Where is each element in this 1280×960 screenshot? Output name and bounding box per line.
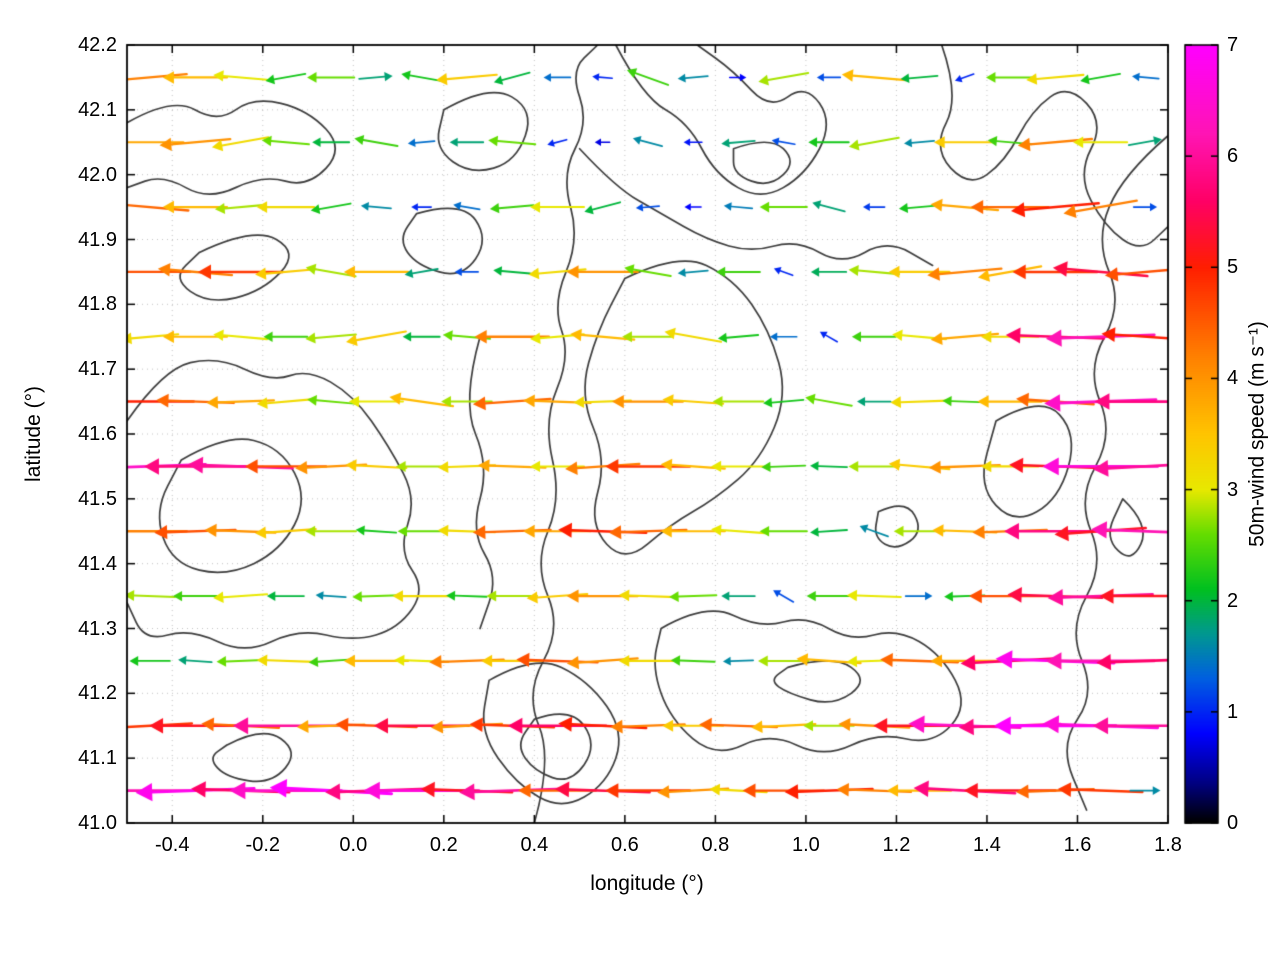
colorbar-tick-label: 2 [1227,589,1239,612]
y-tick-label: 42.2 [78,34,117,56]
x-tick-label: 0.4 [520,834,549,856]
x-tick-label: 1.0 [792,834,820,856]
x-tick-label: -0.2 [245,834,281,856]
colorbar-label: 50m-wind speed (m s⁻¹) [1245,321,1269,547]
y-tick-label: 41.5 [78,487,117,510]
colorbar-tick-label: 3 [1227,478,1239,501]
x-tick-label: 1.2 [882,834,911,856]
x-tick-label: 1.8 [1154,834,1182,856]
y-tick-label: 41.2 [78,682,117,705]
y-tick-label: 42.0 [78,163,117,186]
y-tick-label: 41.9 [78,228,117,251]
colorbar-tick-label: 5 [1227,256,1239,279]
y-axis-label: latitude (°) [22,386,45,482]
x-tick-label: -0.4 [155,834,190,856]
x-tick-label: 0.6 [610,834,639,856]
x-tick-label: 0.0 [339,834,368,856]
y-tick-label: 41.8 [78,293,117,316]
y-tick-label: 41.0 [78,812,117,834]
x-tick-label: 0.2 [429,834,458,856]
y-tick-label: 41.6 [78,423,117,445]
colorbar-tick-label: 6 [1227,145,1239,168]
x-tick-label: 0.8 [701,834,730,856]
y-tick-label: 41.4 [78,552,117,575]
colorbar-tick-label: 1 [1227,700,1239,723]
colorbar-tick-label: 4 [1227,367,1239,390]
y-tick-label: 41.3 [78,617,117,640]
x-tick-label: 1.4 [973,834,1001,856]
colorbar-tick-label: 7 [1227,34,1239,56]
x-tick-label: 1.6 [1063,834,1092,856]
y-tick-label: 42.1 [78,98,117,121]
y-tick-label: 41.1 [78,747,117,770]
x-axis-label: longitude (°) [590,872,704,895]
y-tick-label: 41.7 [78,358,117,381]
colorbar-tick-label: 0 [1227,812,1239,834]
